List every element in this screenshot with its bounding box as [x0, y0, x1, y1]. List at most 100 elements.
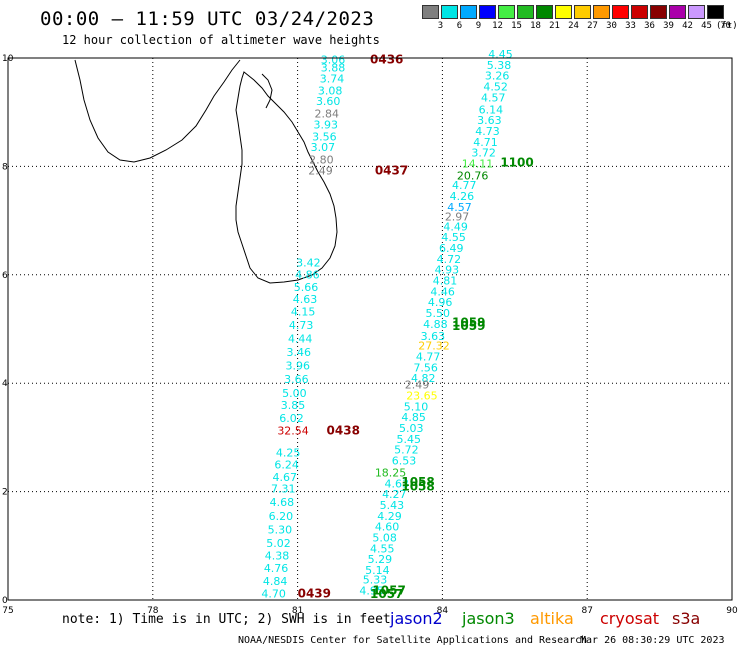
swh-label: 4.76: [264, 562, 289, 575]
swh-label: 5.00: [282, 387, 307, 400]
colorbar-label: 33: [625, 21, 636, 31]
colorbar-swatch: [517, 5, 534, 19]
colorbar-label: 27: [587, 21, 598, 31]
swh-label: 5.38: [487, 59, 512, 72]
swh-label: 14.11: [462, 157, 494, 170]
pass-time-label: 0439: [298, 586, 331, 600]
swh-label: 4.77: [452, 179, 477, 192]
colorbar-swatch: [612, 5, 629, 19]
swh-label: 3.56: [312, 130, 337, 143]
swh-label: 4.44: [288, 333, 313, 346]
swh-label: 6.53: [392, 455, 417, 468]
wave-height-labels: 3.063.883.743.083.602.843.933.563.072.80…: [261, 48, 533, 601]
swh-label: 3.42: [296, 257, 321, 270]
colorbar-label: 21: [549, 21, 560, 31]
swh-label: 2.84: [314, 108, 339, 121]
colorbar-unit: (ft): [716, 21, 738, 31]
swh-label: 2.97: [445, 211, 470, 224]
colorbar-label: 39: [663, 21, 674, 31]
swh-label: 27.32: [418, 340, 450, 353]
swh-label: 4.49: [443, 220, 468, 233]
swh-label: 4.52: [483, 81, 508, 94]
swh-label: 4.26: [450, 190, 475, 203]
swh-label: 4.86: [295, 269, 320, 282]
swh-label: 2.80: [309, 154, 334, 167]
swh-label: 4.84: [263, 575, 288, 588]
swh-label: 4.73: [475, 125, 500, 138]
swh-label: 4.81: [433, 275, 458, 288]
lon-tick-label: 81: [292, 606, 303, 616]
colorbar-swatch: [650, 5, 667, 19]
swh-label: 3.63: [421, 330, 446, 343]
pass-time-label: 1059: [452, 319, 485, 333]
page-subtitle: 12 hour collection of altimeter wave hei…: [62, 33, 380, 47]
swh-label: 4.25: [276, 446, 301, 459]
colorbar-label: 70: [720, 21, 731, 31]
pass-time-label: 1100: [500, 155, 533, 169]
swh-label: 4.82: [411, 372, 436, 385]
swh-label: 4.57: [447, 201, 472, 214]
swh-label: 3.72: [471, 147, 496, 160]
swh-label: 6.20: [269, 510, 294, 523]
swh-label: 4.38: [265, 549, 290, 562]
lat-tick-label: 8: [2, 162, 8, 172]
swh-label: 5.43: [380, 499, 405, 512]
pass-time-label: 1058: [401, 480, 434, 494]
swh-label: 3.60: [316, 95, 341, 108]
swh-label: 4.93: [435, 264, 460, 277]
lon-tick-label: 90: [726, 606, 738, 616]
colorbar-label: 24: [568, 21, 579, 31]
swh-label: 3.06: [321, 53, 346, 66]
swh-label: 7.56: [413, 361, 438, 374]
swh-label: 3.26: [485, 70, 510, 83]
swh-label: 23.65: [406, 389, 438, 402]
swh-label: 5.03: [399, 422, 424, 435]
colorbar-swatch: [593, 5, 610, 19]
swh-label: 4.72: [437, 253, 462, 266]
lon-tick-label: 75: [2, 606, 13, 616]
swh-label: 5.50: [426, 307, 451, 320]
india-coastline: [74, 59, 241, 163]
colorbar-label: 3: [437, 21, 444, 31]
swh-label: 3.08: [318, 84, 343, 97]
page-title: 00:00 – 11:59 UTC 03/24/2023: [40, 8, 375, 30]
colorbar-swatch: [555, 5, 572, 19]
swh-label: 5.45: [397, 433, 422, 446]
pass-time-label: 1057: [370, 587, 403, 601]
colorbar-label: 12: [492, 21, 503, 31]
frame-border: [7, 57, 733, 601]
satellite-legend-item: jason2: [390, 609, 443, 628]
colorbar-label: 18: [530, 21, 541, 31]
pass-time-label: 0436: [370, 52, 403, 66]
swh-label: 4.67: [273, 471, 298, 484]
colorbar-swatch: [479, 5, 496, 19]
lat-tick-label: 4: [2, 379, 8, 389]
lat-tick-label: 2: [2, 488, 8, 498]
swh-label: 3.07: [311, 141, 336, 154]
swh-label: 4.60: [375, 521, 400, 534]
swh-label: 4.55: [441, 231, 466, 244]
swh-label: 4.71: [473, 136, 498, 149]
sri-lanka-coastline: [235, 71, 338, 284]
swh-label: 6.49: [439, 242, 464, 255]
swh-label: 7.31: [271, 483, 296, 496]
swh-label: 18.25: [375, 466, 407, 479]
pass-time-label: 1058: [401, 475, 434, 489]
swh-label: 5.33: [363, 574, 388, 587]
lon-tick-label: 84: [437, 606, 449, 616]
swh-label: 2.49: [308, 165, 333, 178]
swh-label: 3.96: [286, 360, 311, 373]
swh-label: 2.49: [405, 379, 430, 392]
lat-tick-label: 0: [2, 596, 8, 606]
india-east-coast: [261, 73, 273, 109]
swh-label: 4.63: [293, 293, 318, 306]
swh-label: 4.85: [401, 411, 426, 424]
map-frame: [7, 57, 733, 601]
colorbar-swatch: [460, 5, 477, 19]
swh-label: 3.63: [477, 114, 502, 127]
credit-text: NOAA/NESDIS Center for Satellite Applica…: [238, 635, 588, 646]
colorbar-swatch: [422, 5, 439, 19]
swh-label: 5.02: [266, 537, 291, 550]
colorbar-label: 6: [456, 21, 463, 31]
